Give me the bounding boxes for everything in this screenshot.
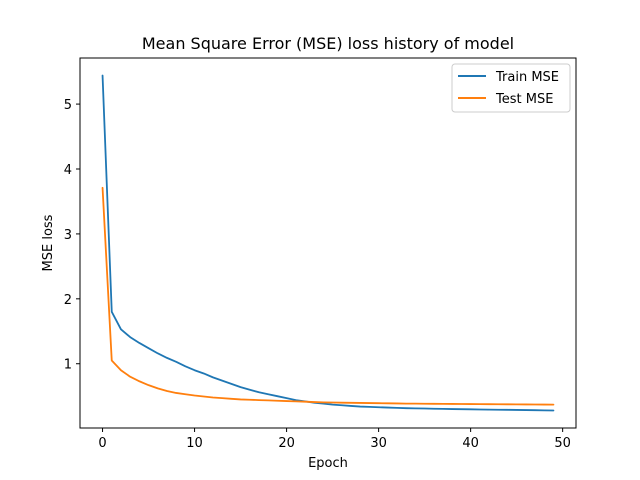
legend: Train MSE Test MSE xyxy=(451,63,571,113)
y-tick-label: 1 xyxy=(64,358,72,373)
x-axis-label: Epoch xyxy=(308,456,348,471)
plot-area: 0 10 20 30 40 50 1 2 3 4 5 xyxy=(64,57,577,451)
x-tick-label: 20 xyxy=(278,436,295,451)
y-axis-label: MSE loss xyxy=(41,214,56,271)
y-tick-label: 2 xyxy=(64,293,72,308)
series-layer xyxy=(101,74,555,412)
x-tick-label: 30 xyxy=(370,436,387,451)
legend-label-train: Train MSE xyxy=(495,70,559,85)
y-axis-ticks: 1 2 3 4 5 xyxy=(64,98,80,373)
series-line-test-mse xyxy=(101,186,555,406)
x-tick-label: 50 xyxy=(554,436,571,451)
y-tick-label: 4 xyxy=(64,163,72,178)
x-axis-ticks: 0 10 20 30 40 50 xyxy=(98,428,571,451)
legend-label-test: Test MSE xyxy=(495,92,553,107)
x-tick-label: 10 xyxy=(186,436,203,451)
y-tick-label: 5 xyxy=(64,98,72,113)
series-line-train-mse xyxy=(101,74,555,412)
x-tick-label: 0 xyxy=(98,436,106,451)
axes-frame xyxy=(79,57,577,429)
x-tick-label: 40 xyxy=(462,436,479,451)
y-tick-label: 3 xyxy=(64,228,72,243)
chart-title: Mean Square Error (MSE) loss history of … xyxy=(142,34,514,53)
